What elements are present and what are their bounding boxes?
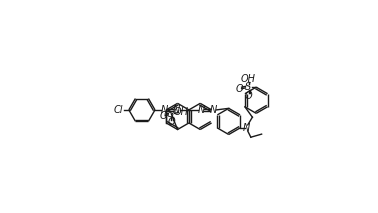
- Text: S: S: [168, 109, 175, 119]
- Text: OH: OH: [173, 107, 188, 117]
- Text: N: N: [210, 105, 217, 115]
- Text: S: S: [245, 82, 252, 92]
- Text: O: O: [160, 111, 167, 121]
- Text: N: N: [198, 105, 205, 115]
- Text: N: N: [173, 105, 180, 115]
- Text: OH: OH: [241, 75, 256, 85]
- Text: O: O: [167, 117, 175, 127]
- Text: Cl: Cl: [113, 105, 123, 115]
- Text: O: O: [235, 85, 243, 95]
- Text: N: N: [243, 123, 250, 133]
- Text: N: N: [161, 105, 168, 115]
- Text: O: O: [245, 91, 253, 101]
